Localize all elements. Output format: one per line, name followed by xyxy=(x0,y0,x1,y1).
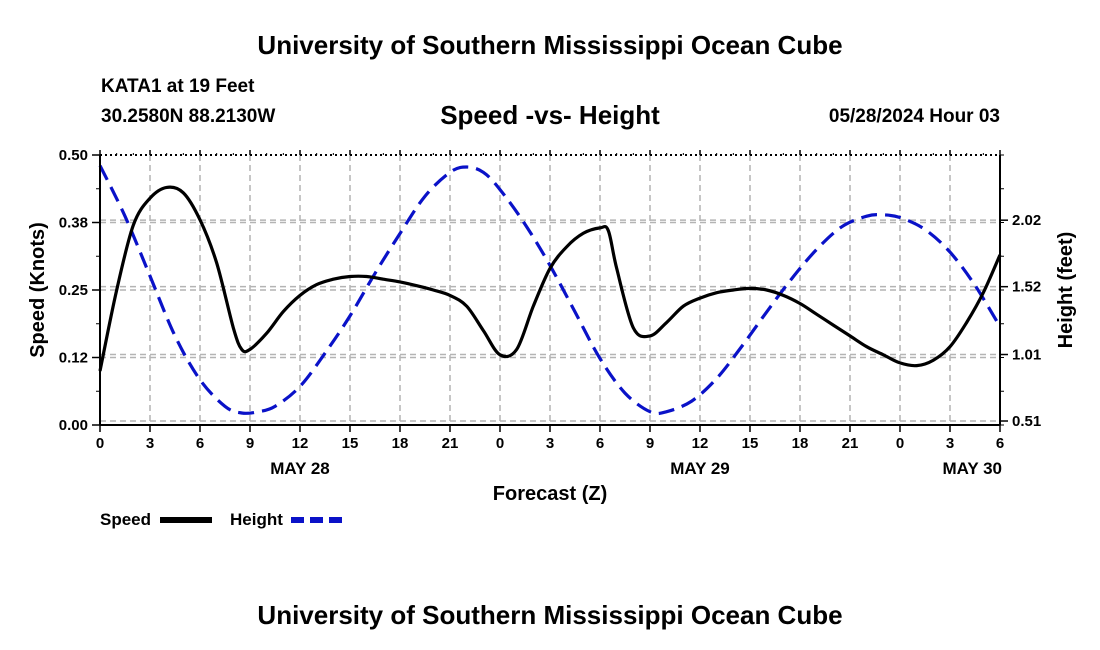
x-tick-label: 3 xyxy=(946,435,954,452)
y-left-tick-label: 0.25 xyxy=(59,282,88,299)
x-tick-label: 15 xyxy=(342,435,359,452)
legend-speed-label: Speed xyxy=(100,510,151,529)
main-title: University of Southern Mississippi Ocean… xyxy=(257,30,843,60)
footer-title: University of Southern Mississippi Ocean… xyxy=(257,600,843,630)
y-left-tick-label: 0.00 xyxy=(59,417,88,434)
x-tick-label: 6 xyxy=(996,435,1004,452)
series-line-height xyxy=(98,164,1002,416)
x-tick-label: 21 xyxy=(842,435,859,452)
y-right-tick-label: 2.02 xyxy=(1012,212,1041,229)
y-axis-label-right: Height (feet) xyxy=(1055,232,1077,349)
y-axis-label-left: Speed (Knots) xyxy=(27,222,49,358)
station-name: KATA1 at 19 Feet xyxy=(101,76,255,97)
x-tick-label: 12 xyxy=(692,435,709,452)
y-left-tick-label: 0.50 xyxy=(59,147,88,164)
chart-title: Speed -vs- Height xyxy=(440,100,660,130)
x-tick-label: 9 xyxy=(646,435,654,452)
x-tick-label: 18 xyxy=(392,435,409,452)
grid-layer xyxy=(100,155,1000,425)
y-right-tick-label: 1.01 xyxy=(1012,347,1041,364)
x-tick-label: 3 xyxy=(146,435,154,452)
x-tick-label: 6 xyxy=(596,435,604,452)
series-layer xyxy=(98,164,1002,416)
x-tick-label: 6 xyxy=(196,435,204,452)
legend: Speed Height xyxy=(100,510,343,529)
x-tick-label: 18 xyxy=(792,435,809,452)
series-line-speed xyxy=(98,185,1002,372)
station-coords: 30.2580N 88.2130W xyxy=(101,106,276,127)
date-label: MAY 28 xyxy=(270,459,330,478)
x-axis-label: Forecast (Z) xyxy=(493,483,607,505)
run-time: 05/28/2024 Hour 03 xyxy=(828,106,1000,127)
y-left-tick-label: 0.12 xyxy=(59,350,88,367)
x-tick-label: 0 xyxy=(896,435,904,452)
legend-height-label: Height xyxy=(230,510,283,529)
y-right-tick-label: 0.51 xyxy=(1012,413,1041,430)
x-tick-label: 0 xyxy=(96,435,104,452)
x-tick-label: 0 xyxy=(496,435,504,452)
x-tick-label: 15 xyxy=(742,435,759,452)
y-right-tick-label: 1.52 xyxy=(1012,279,1041,296)
date-label: MAY 29 xyxy=(670,459,730,478)
x-tick-label: 21 xyxy=(442,435,459,452)
x-tick-label: 12 xyxy=(292,435,309,452)
x-tick-label: 9 xyxy=(246,435,254,452)
date-label: MAY 30 xyxy=(942,459,1002,478)
axis-layer: 0 3 6 9 12 15 18 21 0 3 6 9 12 15 18 21 0 3 6 MAY 28 MAY 29 M… xyxy=(59,147,1041,478)
y-left-tick-label: 0.38 xyxy=(59,215,88,232)
x-tick-label: 3 xyxy=(546,435,554,452)
